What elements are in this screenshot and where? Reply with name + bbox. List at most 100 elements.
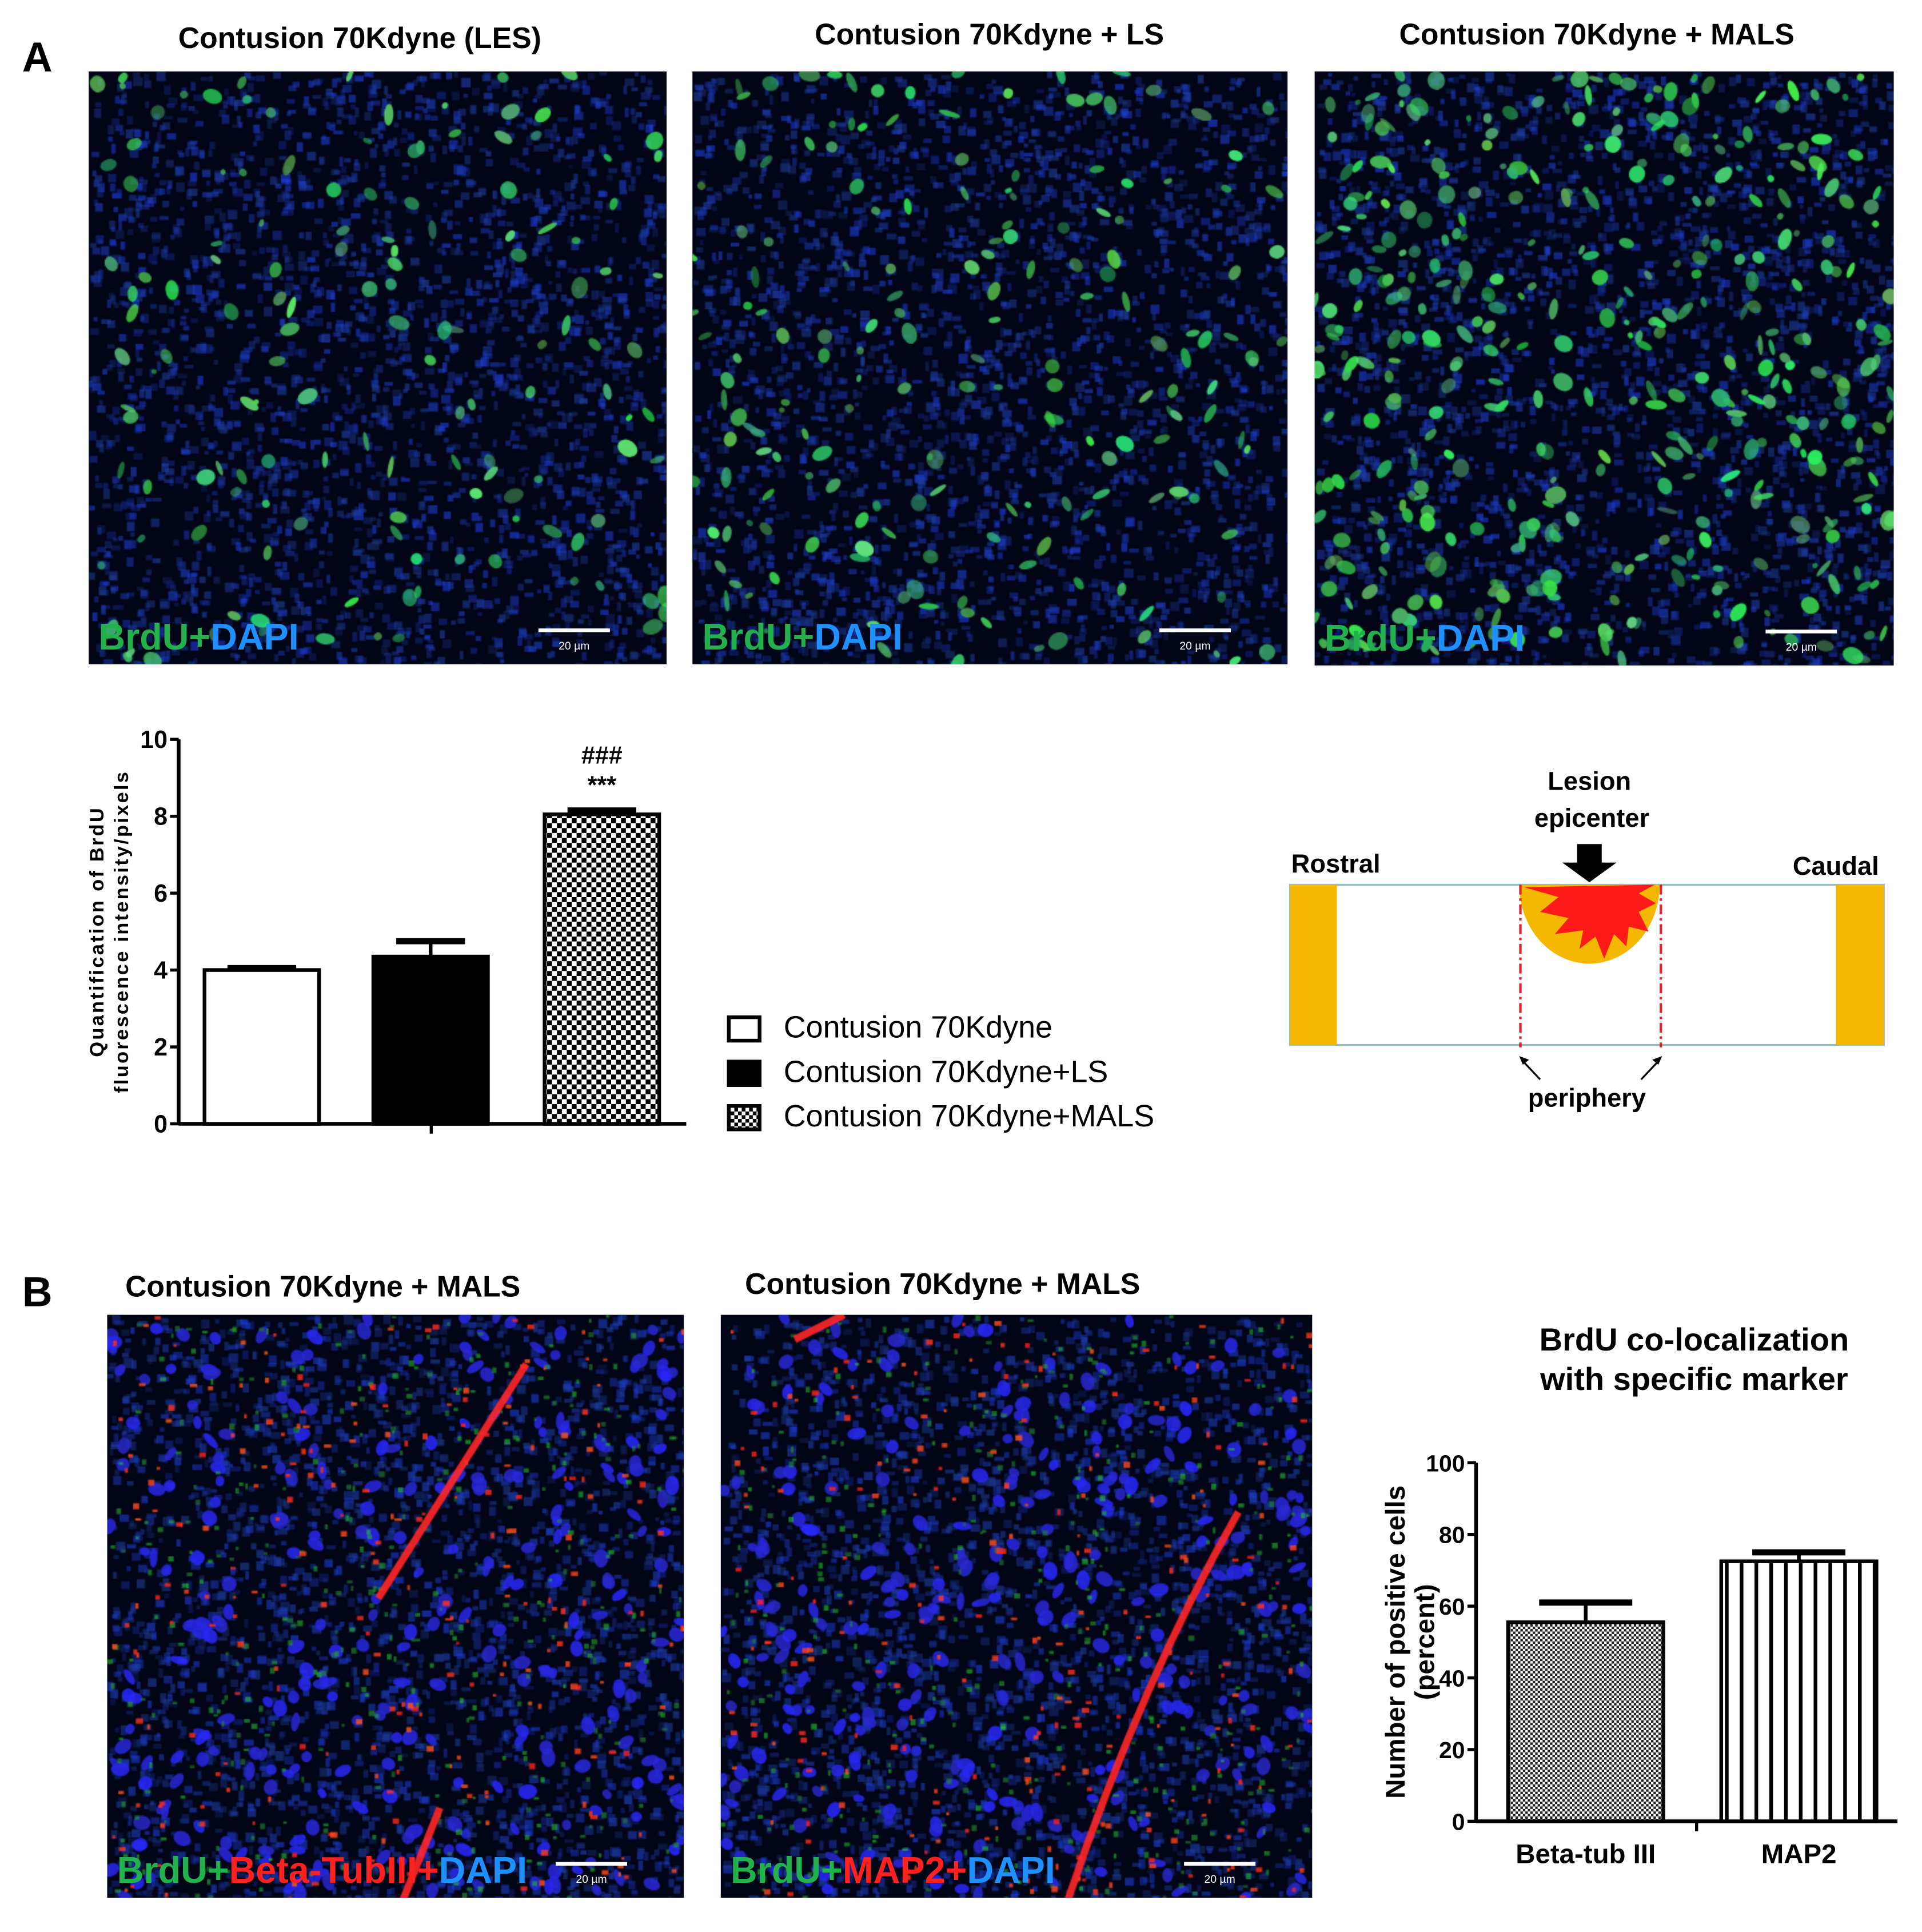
stain-label-part: + [189,617,211,658]
colocalization-chart: 0 20 40 60 80 100 Beta-tub III MAP2 Number of po… [1381,1321,1898,1870]
y-axis-label: Quantification of BrdU [86,806,108,1057]
stain-label-part: MAP2 [842,1851,946,1892]
micrograph-texture [1314,71,1894,666]
significance-marker: ### [581,742,623,770]
stain-label-part: Beta-TubIII [229,1851,417,1892]
panel-a-letter: A [22,34,53,82]
y-tick-label: 2 [154,1034,168,1061]
scale-bar [538,628,610,632]
micrograph-texture [89,71,667,664]
stain-label-part: BrdU [731,1851,822,1892]
legend-swatch-white [727,1014,761,1042]
caudal-label: Caudal [1792,853,1879,881]
bar [543,812,661,1126]
stain-label: BrdU+DAPI [702,618,902,659]
arrowhead-icon [1652,1056,1662,1065]
epicenter-label-line2: epicenter [1534,804,1650,833]
stain-label-part: BrdU [98,617,189,658]
micrograph-ls: BrdU+DAPI 20 µm [692,71,1288,664]
scale-bar [1159,628,1231,632]
legend-label: Contusion 70Kdyne [783,1010,1053,1045]
legend-label: Contusion 70Kdyne+MALS [783,1099,1155,1134]
stain-label: BrdU+MAP2+DAPI [731,1851,1055,1893]
rostral-tissue-block [1290,885,1337,1045]
micrograph-map2: BrdU+MAP2+DAPI 20 µm [720,1314,1313,1898]
periphery-label: periphery [1528,1084,1646,1113]
scale-bar [1765,630,1837,634]
epicenter-arrow-icon [1562,844,1617,883]
image-title-mals: Contusion 70Kdyne + MALS [1399,18,1795,52]
lesion-star [1524,885,1656,959]
stain-label-part: DAPI [967,1851,1055,1892]
stain-label-part: DAPI [210,617,299,658]
y-tick-label: 100 [1426,1450,1465,1476]
y-tick-label: 60 [1439,1594,1465,1620]
arrowhead-icon [1519,1056,1529,1065]
scale-bar-label: 20 µm [559,639,590,652]
y-axis-label: (percent) [1410,1584,1441,1700]
image-title-map2: Contusion 70Kdyne + MALS [745,1268,1141,1301]
stain-label-part: + [945,1851,967,1892]
legend-item-ls: Contusion 70Kdyne+LS [727,1055,1108,1091]
stain-label: BrdU+Beta-TubIII+DAPI [117,1851,527,1893]
legend-item-mals: Contusion 70Kdyne+MALS [727,1099,1155,1135]
legend-item-contusion: Contusion 70Kdyne [727,1010,1052,1046]
micrograph-texture [692,71,1288,664]
stain-label-part: DAPI [1436,618,1525,660]
micrograph-mals: BrdU+DAPI 20 µm [1314,71,1894,666]
micrograph-betatub: BrdU+Beta-TubIII+DAPI 20 µm [107,1314,684,1898]
caudal-tissue-block [1836,885,1884,1045]
y-tick-label: 0 [1452,1808,1465,1835]
scale-bar-label: 20 µm [1179,639,1211,652]
stain-label-part: + [207,1851,229,1892]
rostral-label: Rostral [1291,850,1381,879]
stain-label-part: DAPI [814,617,903,658]
brdu-intensity-chart: 0 2 4 6 8 10 ###*** Quantification of BrdU fluor… [86,726,687,1138]
y-axis-label: Number of positive cells [1381,1485,1411,1799]
stain-label-part: DAPI [438,1851,528,1892]
stain-label-part: + [792,617,815,658]
y-tick-label: 8 [154,803,168,831]
image-title-betatub: Contusion 70Kdyne + MALS [125,1270,521,1304]
y-tick-label: 0 [154,1111,168,1138]
scale-bar-label: 20 µm [576,1873,607,1886]
legend-label: Contusion 70Kdyne+LS [783,1054,1108,1090]
micrograph-texture [107,1314,684,1898]
scale-bar-label: 20 µm [1785,640,1817,654]
bar [202,968,321,1126]
y-tick-label: 20 [1439,1737,1465,1763]
stain-label-part: + [1414,618,1437,660]
lesion-schematic [1289,844,1885,1081]
epicenter-label-line1: Lesion [1548,767,1632,796]
image-title-ls: Contusion 70Kdyne + LS [815,18,1164,52]
image-title-les: Contusion 70Kdyne (LES) [178,22,541,55]
stain-label: BrdU+DAPI [1325,619,1525,660]
scale-bar [555,1862,627,1866]
y-tick-label: 80 [1439,1522,1465,1548]
scale-bar-label: 20 µm [1204,1873,1235,1886]
stain-label-part: BrdU [117,1851,208,1892]
bar [371,954,490,1126]
chart-title: BrdU co-localization [1540,1321,1849,1357]
micrograph-les: BrdU+DAPI 20 µm [89,71,667,664]
stain-label-part: BrdU [702,617,793,658]
significance-marker: *** [588,771,617,799]
y-axis-label: fluorescence intensity/pixels [111,770,133,1093]
stain-label-part: + [821,1851,843,1892]
bar [1719,1559,1879,1823]
legend-swatch-black [727,1059,761,1086]
scale-bar [1184,1862,1256,1866]
stain-label-part: BrdU [1324,618,1415,660]
panel-b-letter: B [22,1269,53,1316]
y-tick-label: 4 [154,957,168,985]
micrograph-texture [720,1314,1313,1898]
y-tick-label: 40 [1439,1666,1465,1692]
y-tick-label: 10 [140,726,168,754]
bar [1506,1620,1665,1823]
y-tick-label: 6 [154,880,168,907]
x-tick-label: MAP2 [1761,1839,1837,1870]
stain-label-part: + [417,1851,439,1892]
x-tick-label: Beta-tub III [1516,1839,1656,1870]
chart-title: with specific marker [1540,1361,1848,1397]
